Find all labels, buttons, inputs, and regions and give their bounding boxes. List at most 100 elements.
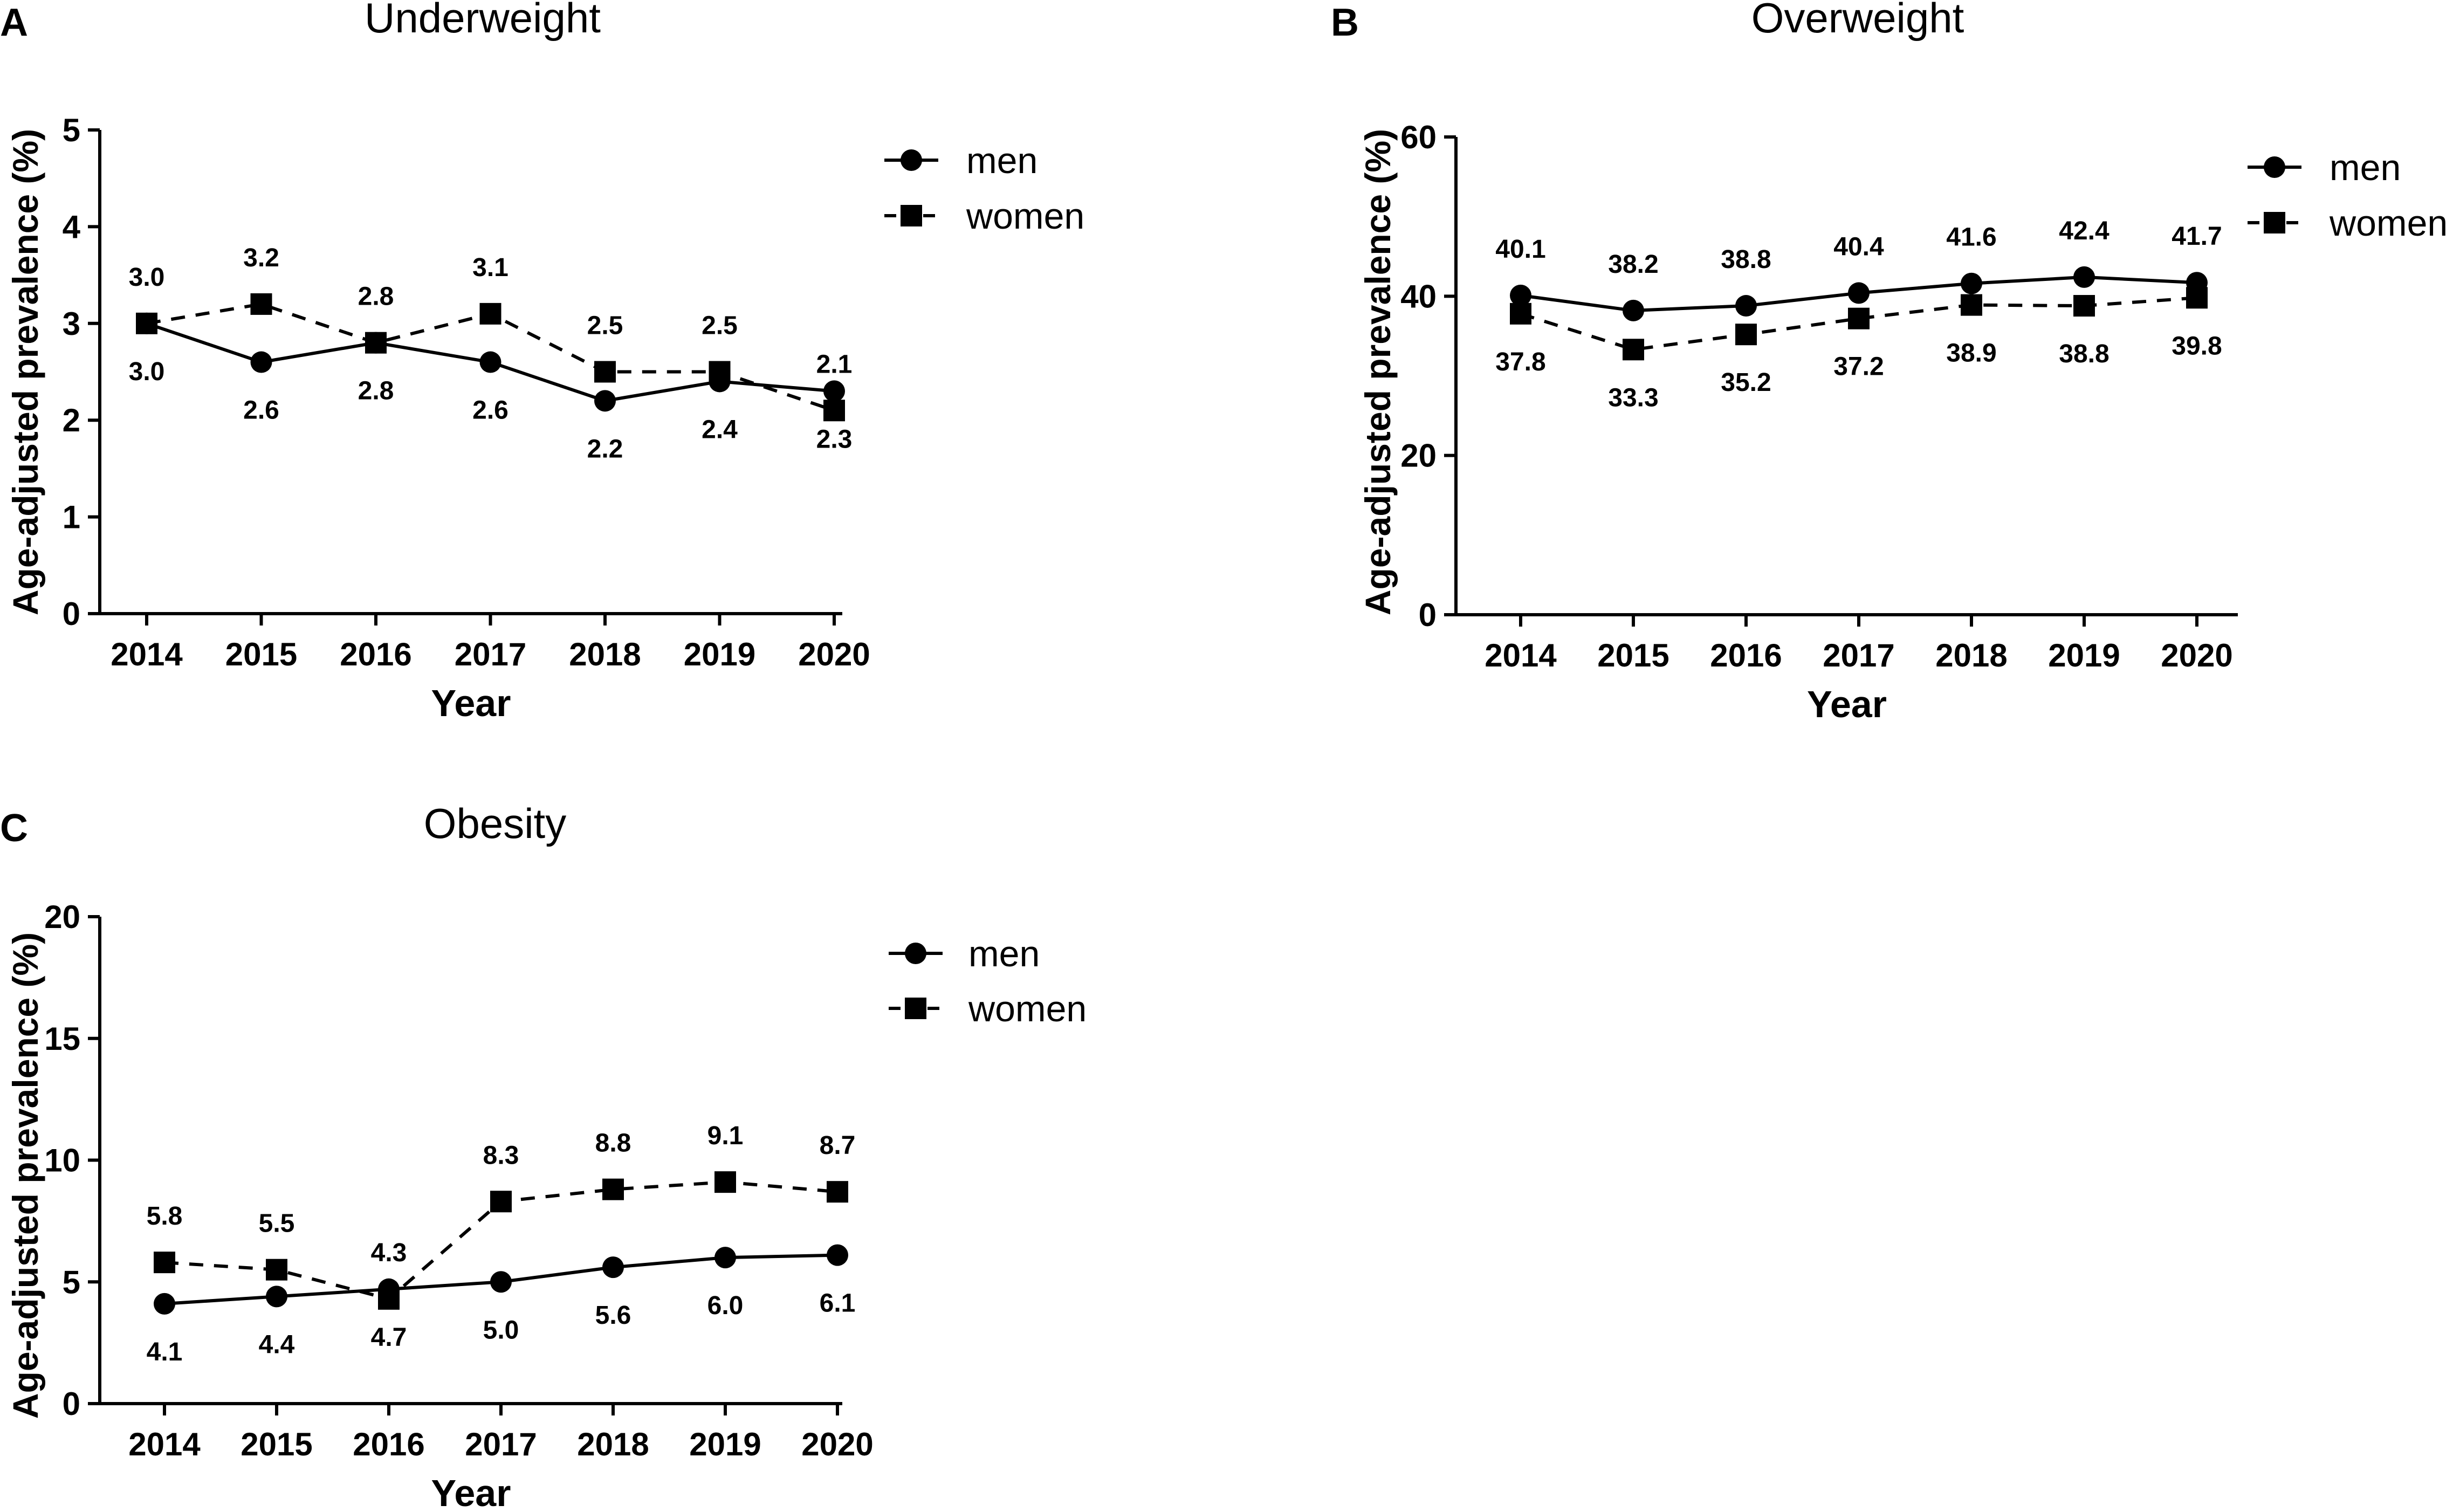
data-label-men: 3.0 — [129, 358, 165, 386]
point-men — [365, 332, 387, 354]
point-women — [490, 1191, 512, 1213]
data-label-women: 2.1 — [816, 350, 853, 379]
legend-label-men: men — [2330, 147, 2401, 188]
point-women — [154, 1252, 175, 1274]
data-label-men: 38.2 — [1608, 250, 1658, 279]
x-tick-label: 2015 — [241, 1426, 312, 1462]
legend-label-men: men — [968, 933, 1040, 974]
y-tick-label: 2 — [63, 402, 80, 438]
x-tick-label: 2019 — [684, 636, 755, 672]
y-tick-label: 0 — [63, 1386, 80, 1422]
point-women — [266, 1259, 287, 1281]
legend-marker-men — [901, 149, 922, 171]
point-men — [479, 351, 501, 373]
data-label-women: 2.5 — [702, 312, 738, 340]
x-tick-label: 2017 — [1823, 637, 1894, 673]
data-label-men: 41.6 — [1946, 223, 1996, 252]
panel-c: C Obesity 0 5 10 15 20 2014 2015 2016 2017 2018 2019… — [0, 800, 1087, 1512]
panel-b: B Overweight 0 20 40 60 2014 2015 2016 2017 2018 20… — [1331, 0, 2448, 725]
x-tick-label: 2020 — [2161, 637, 2232, 673]
y-tick-label: 15 — [44, 1021, 80, 1057]
data-label-men: 4.1 — [147, 1338, 183, 1366]
point-men — [1848, 282, 1870, 304]
y-axis-label: Age-adjusted prevalence (%) — [1358, 129, 1398, 615]
data-label-women: 3.2 — [243, 244, 279, 272]
legend-label-women: women — [2329, 203, 2448, 244]
legend-marker-women — [2264, 212, 2285, 233]
legend-label-women: women — [966, 196, 1084, 237]
data-label-women: 38.9 — [1946, 339, 1996, 368]
y-tick-label: 40 — [1400, 278, 1437, 314]
point-men — [250, 351, 272, 373]
panel-letter: B — [1331, 1, 1359, 44]
point-men — [1510, 284, 1531, 306]
data-label-women: 8.8 — [595, 1129, 631, 1158]
x-tick-label: 2016 — [340, 636, 411, 672]
x-tick-label: 2018 — [1935, 637, 2007, 673]
y-tick-label: 10 — [44, 1143, 80, 1179]
x-tick-label: 2019 — [689, 1426, 761, 1462]
x-tick-label: 2016 — [1710, 637, 1782, 673]
data-label-men: 4.7 — [371, 1323, 407, 1352]
point-men — [1961, 272, 1982, 294]
legend-label-men: men — [966, 140, 1037, 181]
point-men — [594, 390, 616, 412]
data-label-men: 2.8 — [358, 377, 394, 406]
data-label-women: 5.5 — [259, 1209, 295, 1238]
data-label-men: 41.7 — [2172, 222, 2222, 251]
data-label-women: 2.8 — [358, 283, 394, 311]
panel-letter: C — [0, 807, 28, 850]
panel-a: A Underweight 0 1 2 3 4 5 2014 2015 2016 2017 2018 20… — [0, 0, 1084, 724]
y-tick-label: 3 — [63, 306, 80, 342]
point-women — [714, 1171, 736, 1193]
x-tick-label: 2018 — [569, 636, 641, 672]
point-men — [378, 1278, 400, 1300]
legend-marker-women — [905, 998, 926, 1019]
legend-label-women: women — [968, 988, 1087, 1029]
point-women — [1623, 339, 1644, 361]
point-women — [250, 293, 272, 315]
point-men — [136, 312, 157, 334]
y-tick-label: 5 — [63, 112, 80, 148]
data-label-women: 2.5 — [587, 312, 623, 340]
data-label-men: 40.4 — [1833, 232, 1884, 261]
data-label-men: 2.6 — [243, 396, 279, 425]
data-label-women: 33.3 — [1608, 383, 1658, 412]
data-label-men: 2.6 — [472, 396, 509, 425]
point-women — [823, 400, 845, 422]
point-women — [1848, 307, 1870, 329]
y-axis-label: Age-adjusted prevalence (%) — [5, 932, 45, 1419]
chart-title: Obesity — [424, 800, 566, 847]
x-tick-label: 2017 — [465, 1426, 537, 1462]
x-tick-label: 2017 — [455, 636, 526, 672]
point-women — [1510, 303, 1531, 325]
data-label-women: 9.1 — [707, 1122, 744, 1150]
chart-title: Underweight — [365, 0, 601, 42]
point-men — [490, 1271, 512, 1293]
data-label-men: 5.0 — [483, 1316, 519, 1344]
y-tick-label: 0 — [63, 596, 80, 632]
point-women — [1961, 294, 1982, 316]
legend: men women — [884, 140, 1084, 237]
legend-marker-women — [901, 205, 922, 226]
legend-marker-men — [905, 943, 926, 964]
data-label-men: 2.4 — [702, 415, 738, 444]
point-men — [1735, 295, 1757, 317]
data-label-women: 8.3 — [483, 1141, 519, 1170]
point-women — [479, 303, 501, 325]
point-women — [827, 1181, 848, 1203]
y-tick-label: 1 — [63, 499, 80, 535]
data-label-men: 42.4 — [2059, 217, 2110, 245]
data-label-women: 3.0 — [129, 263, 165, 292]
x-tick-label: 2020 — [801, 1426, 873, 1462]
point-men — [1623, 299, 1644, 321]
x-axis-label: Year — [1807, 683, 1887, 725]
x-tick-label: 2016 — [353, 1426, 424, 1462]
data-label-women: 37.2 — [1833, 353, 1884, 381]
point-women — [1735, 324, 1757, 346]
data-label-men: 38.8 — [1721, 245, 1771, 274]
data-label-men: 5.6 — [595, 1301, 631, 1330]
data-label-women: 3.1 — [472, 253, 509, 282]
point-men — [2073, 266, 2095, 288]
x-tick-label: 2015 — [225, 636, 297, 672]
